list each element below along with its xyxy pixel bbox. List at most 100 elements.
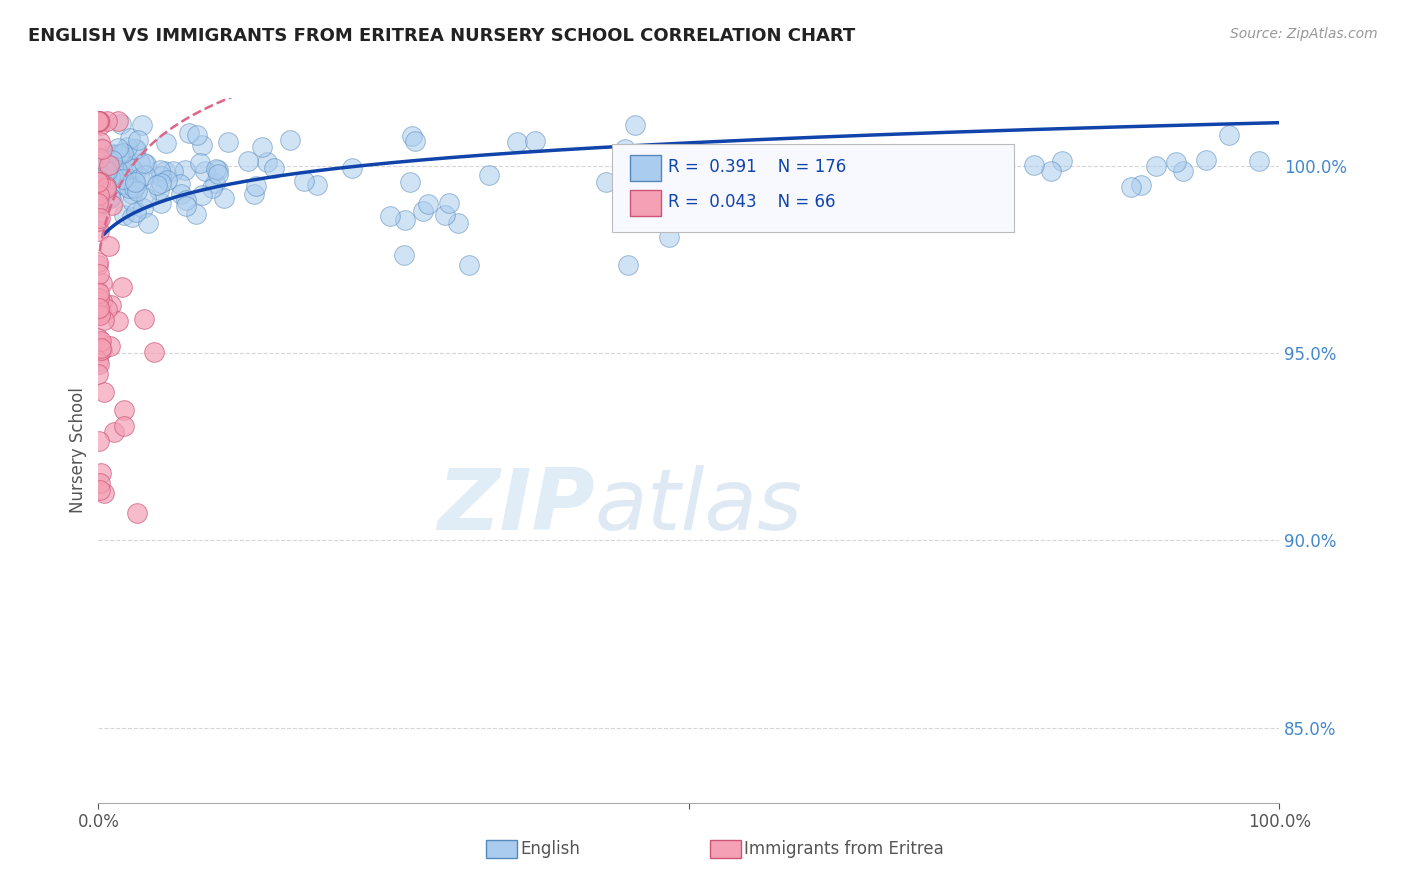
Point [87, 258, 110, 272]
Point [162, 164, 184, 178]
Point [107, 314, 129, 328]
Point [1022, 158, 1045, 172]
Point [136, 216, 159, 230]
Point [145, 178, 167, 192]
Point [96, 165, 118, 179]
Point [90, 467, 112, 481]
Point [87, 331, 110, 345]
Point [87, 224, 110, 238]
Point [112, 402, 135, 417]
Point [176, 199, 198, 213]
Point [887, 169, 910, 184]
Point [780, 150, 803, 164]
Point [143, 344, 166, 359]
Point [149, 169, 172, 183]
Point [101, 153, 124, 168]
Point [94, 161, 117, 175]
Point [939, 147, 962, 161]
Point [114, 169, 136, 183]
Point [523, 134, 546, 148]
Point [212, 191, 235, 205]
Point [135, 157, 157, 171]
Point [117, 180, 139, 194]
Point [305, 178, 328, 193]
Point [786, 163, 808, 178]
Point [194, 164, 217, 178]
Point [90, 343, 112, 358]
Point [112, 208, 135, 222]
Point [294, 174, 316, 188]
Point [87, 175, 110, 189]
Point [98, 190, 121, 204]
Point [87, 199, 110, 213]
Point [250, 140, 273, 154]
Point [87, 291, 110, 305]
Point [177, 126, 200, 140]
Point [149, 195, 172, 210]
Point [101, 198, 124, 212]
Point [93, 166, 115, 180]
Point [91, 293, 114, 308]
Point [89, 207, 111, 221]
Point [155, 164, 177, 178]
Point [437, 196, 460, 211]
Point [669, 213, 692, 227]
Point [1119, 180, 1142, 194]
Point [340, 161, 363, 176]
Point [90, 158, 112, 172]
Point [394, 212, 416, 227]
Point [89, 483, 111, 497]
Point [658, 229, 681, 244]
Point [191, 188, 214, 202]
Point [87, 152, 110, 166]
Point [89, 182, 111, 196]
Point [404, 134, 426, 148]
Text: Source: ZipAtlas.com: Source: ZipAtlas.com [1230, 27, 1378, 41]
Text: English: English [520, 839, 579, 857]
Point [124, 180, 146, 194]
Point [89, 151, 111, 165]
Point [121, 161, 143, 176]
Point [87, 254, 110, 268]
Point [129, 170, 152, 185]
Point [90, 141, 112, 155]
Point [98, 338, 121, 352]
Point [93, 385, 115, 400]
Point [243, 187, 266, 202]
Point [94, 150, 117, 164]
Point [111, 172, 134, 186]
Point [87, 301, 110, 316]
Point [93, 181, 115, 195]
Point [245, 179, 267, 194]
Point [132, 201, 155, 215]
Point [87, 285, 110, 299]
Point [100, 171, 122, 186]
Point [758, 153, 780, 168]
Point [200, 181, 222, 195]
Point [97, 168, 120, 182]
Point [89, 175, 111, 189]
Point [96, 169, 118, 183]
Point [87, 434, 110, 449]
Point [125, 142, 148, 156]
Point [91, 156, 114, 170]
Point [89, 169, 111, 184]
Point [614, 142, 637, 156]
Point [111, 279, 134, 293]
Point [104, 166, 127, 180]
Text: atlas: atlas [595, 466, 803, 549]
Point [89, 211, 111, 226]
Point [89, 357, 111, 371]
FancyBboxPatch shape [486, 840, 516, 858]
Point [434, 208, 457, 222]
Point [89, 169, 111, 183]
Point [759, 169, 782, 184]
Point [91, 186, 114, 201]
Point [1249, 153, 1271, 168]
Point [1164, 155, 1187, 169]
Point [112, 419, 135, 434]
Point [97, 239, 120, 253]
Point [1039, 164, 1062, 178]
Point [612, 206, 634, 220]
Point [170, 187, 193, 202]
